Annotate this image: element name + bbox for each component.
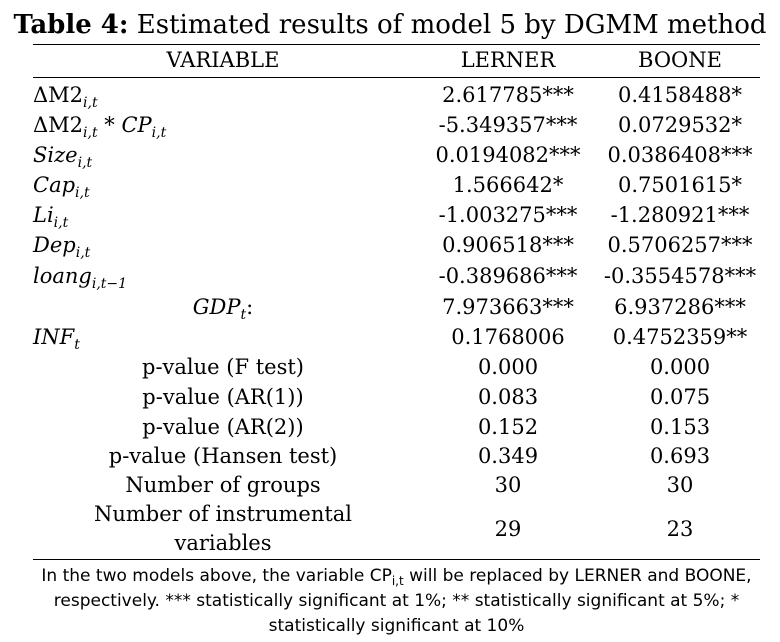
- stat-label: p-value (AR(2)): [142, 415, 304, 439]
- table-row: Depi,t 0.906518*** 0.5706257***: [33, 230, 760, 260]
- boone-cell: -1.280921***: [610, 203, 750, 227]
- table-title-label: Table 4:: [13, 10, 129, 40]
- variable-cell: INFt: [33, 325, 80, 353]
- lerner-cell: 0.349: [477, 444, 539, 468]
- lerner-cell: 0.083: [477, 385, 539, 409]
- stat-label: p-value (Hansen test): [108, 444, 338, 468]
- header-lerner: LERNER: [460, 48, 556, 72]
- variable-cell: Capi,t: [33, 173, 90, 201]
- table-row: p-value (AR(1)) 0.083 0.075: [33, 382, 760, 412]
- boone-cell: 0.4158488*: [617, 83, 743, 107]
- instr-label-line1: Number of instrumental: [93, 502, 353, 526]
- boone-cell: 0.7501615*: [617, 173, 743, 197]
- variable-cell: Depi,t: [33, 233, 91, 261]
- variable-cell: loangi,t−1: [33, 264, 128, 292]
- table-row: Lii,t -1.003275*** -1.280921***: [33, 200, 760, 230]
- table-row: 29 23: [33, 514, 760, 544]
- boone-cell: 23: [666, 517, 694, 541]
- header-variable: VARIABLE: [166, 48, 280, 72]
- header-rule: [33, 77, 760, 78]
- table-title: Table 4: Estimated results of model 5 by…: [0, 8, 780, 42]
- header-row: VARIABLE LERNER BOONE: [33, 45, 760, 75]
- stat-label: Number of groups: [125, 473, 321, 497]
- variable-cell: Lii,t: [33, 203, 69, 231]
- boone-cell: 0.000: [649, 355, 711, 379]
- table-row: p-value (F test) 0.000 0.000: [33, 352, 760, 382]
- table-row: Sizei,t 0.0194082*** 0.0386408***: [33, 140, 760, 170]
- boone-cell: 0.0729532*: [617, 113, 743, 137]
- table-title-text: Estimated results of model 5 by DGMM met…: [128, 10, 767, 40]
- lerner-cell: 1.566642*: [452, 173, 564, 197]
- lerner-cell: 7.973663***: [442, 295, 574, 319]
- table-note: In the two models above, the variable CP…: [41, 566, 752, 636]
- lerner-cell: 0.906518***: [442, 233, 574, 257]
- lerner-cell: -0.389686***: [438, 264, 578, 288]
- boone-cell: -0.3554578***: [603, 264, 757, 288]
- table-row: ΔM2i,t 2.617785*** 0.4158488*: [33, 80, 760, 110]
- stat-label: p-value (F test): [142, 355, 304, 379]
- boone-cell: 0.5706257***: [607, 233, 753, 257]
- variable-cell: ΔM2i,t * CPi,t: [33, 113, 167, 141]
- bottom-rule: [33, 559, 760, 560]
- lerner-cell: -5.349357***: [438, 113, 578, 137]
- boone-cell: 0.693: [649, 444, 711, 468]
- lerner-cell: 0.0194082***: [435, 143, 581, 167]
- instr-label-line2: variables: [174, 531, 272, 555]
- lerner-cell: 2.617785***: [442, 83, 574, 107]
- header-boone: BOONE: [638, 48, 722, 72]
- table-row: p-value (Hansen test) 0.349 0.693: [33, 441, 760, 471]
- instr-label: Number of instrumental variables: [33, 500, 413, 558]
- lerner-cell: 29: [494, 517, 522, 541]
- variable-cell: Sizei,t: [33, 143, 93, 171]
- table-row: Capi,t 1.566642* 0.7501615*: [33, 170, 760, 200]
- lerner-cell: 0.1768006: [451, 325, 565, 349]
- variable-cell: ΔM2i,t: [33, 83, 98, 111]
- table-row: Number of groups 30 30: [33, 470, 760, 500]
- boone-cell: 0.153: [649, 415, 711, 439]
- variable-cell: GDPt:: [192, 295, 254, 323]
- boone-cell: 6.937286***: [614, 295, 746, 319]
- table-row: GDPt: 7.973663*** 6.937286***: [33, 292, 760, 322]
- lerner-cell: 0.000: [477, 355, 539, 379]
- boone-cell: 0.4752359**: [612, 325, 748, 349]
- lerner-cell: -1.003275***: [438, 203, 578, 227]
- boone-cell: 0.075: [649, 385, 711, 409]
- lerner-cell: 0.152: [477, 415, 539, 439]
- top-rule: [33, 44, 760, 45]
- table-row: p-value (AR(2)) 0.152 0.153: [33, 412, 760, 442]
- boone-cell: 30: [666, 473, 694, 497]
- stat-label: p-value (AR(1)): [142, 385, 304, 409]
- boone-cell: 0.0386408***: [607, 143, 753, 167]
- table-row: INFt 0.1768006 0.4752359**: [33, 322, 760, 352]
- table-row: loangi,t−1 -0.389686*** -0.3554578***: [33, 261, 760, 291]
- table-row: ΔM2i,t * CPi,t -5.349357*** 0.0729532*: [33, 110, 760, 140]
- lerner-cell: 30: [494, 473, 522, 497]
